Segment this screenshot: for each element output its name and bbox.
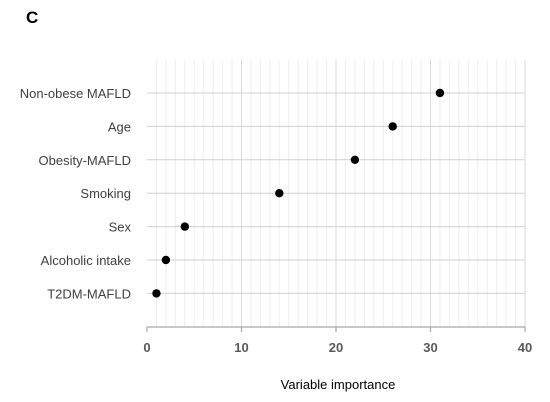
- data-point: [435, 88, 445, 98]
- x-tick-label: 20: [329, 340, 343, 355]
- data-point: [275, 189, 284, 198]
- major-grid: [147, 60, 526, 327]
- y-category-label: Sex: [109, 220, 132, 235]
- data-point: [388, 122, 397, 131]
- data-point: [161, 255, 171, 265]
- y-category-label: Non-obese MAFLD: [20, 86, 131, 101]
- x-tick-label: 30: [423, 340, 437, 355]
- x-axis-ticks: 0 10 20 30 40: [143, 327, 532, 355]
- x-axis-title: Variable importance: [281, 377, 396, 392]
- x-tick-label: 40: [518, 340, 532, 355]
- y-category-label: Smoking: [80, 186, 131, 201]
- y-category-label: T2DM-MAFLD: [47, 286, 131, 301]
- data-point: [350, 155, 360, 164]
- y-category-label: Age: [108, 119, 131, 134]
- data-point: [152, 289, 161, 298]
- y-category-label: Obesity-MAFLD: [39, 153, 131, 168]
- panel-label: C: [26, 8, 39, 27]
- data-point: [180, 222, 189, 231]
- y-category-label: Alcoholic intake: [41, 253, 131, 268]
- data-points: [152, 88, 445, 298]
- y-axis-labels: Non-obese MAFLD Age Obesity-MAFLD Smoking Se…: [20, 86, 132, 301]
- x-tick-label: 0: [143, 340, 150, 355]
- x-tick-label: 10: [234, 340, 248, 355]
